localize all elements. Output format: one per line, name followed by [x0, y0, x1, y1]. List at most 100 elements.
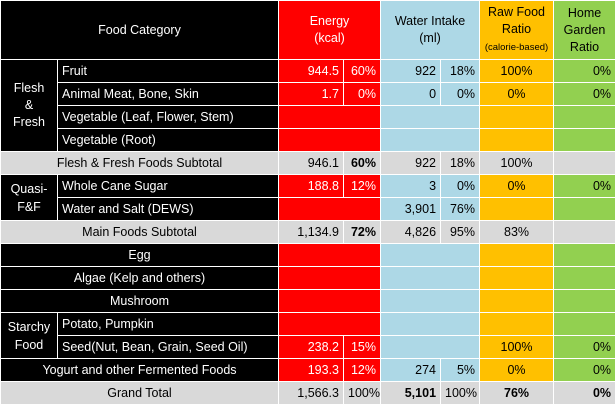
grand-total-label: Grand Total [0, 381, 279, 405]
raw-ratio [479, 289, 555, 313]
energy-value: 1,134.9 [278, 220, 344, 244]
table-row: Mushroom [0, 289, 615, 313]
home-ratio [553, 220, 615, 244]
water-value: 274 [380, 358, 442, 382]
energy-percent: 12% [342, 358, 382, 382]
energy-percent: 12% [342, 174, 382, 198]
water-value: 3,901 [380, 197, 442, 221]
row-label: Whole Cane Sugar [57, 174, 279, 198]
water-percent: 18% [440, 59, 481, 83]
home-ratio [553, 266, 615, 290]
raw-ratio [479, 197, 555, 221]
food-category-header: Food Category [0, 0, 279, 60]
energy-cell [277, 128, 382, 152]
raw-ratio: 100% [479, 151, 555, 175]
energy-value: 944.5 [278, 59, 344, 83]
energy-percent: 72% [342, 220, 382, 244]
raw-ratio: 100% [479, 59, 555, 83]
table-row: Seed(Nut, Bean, Grain, Seed Oil) 238.2 1… [1, 335, 615, 359]
water-cell [380, 312, 481, 336]
water-value: 5,101 [380, 381, 442, 405]
table-row: Vegetable (Root) [1, 128, 615, 152]
table-row: Animal Meat, Bone, Skin 1.7 0% 0 0% 0% 0… [1, 82, 615, 106]
energy-percent: 60% [342, 59, 382, 83]
energy-value: 188.8 [278, 174, 344, 198]
raw-ratio: 0% [479, 174, 555, 198]
raw-ratio [479, 128, 555, 152]
home-ratio [553, 151, 615, 175]
home-ratio [553, 312, 615, 336]
grand-total-row: Grand Total 1,566.3 100% 5,101 100% 76% … [0, 381, 615, 405]
water-cell [380, 128, 481, 152]
table-row: Yogurt and other Fermented Foods 193.3 1… [0, 358, 615, 382]
water-percent: 95% [440, 220, 481, 244]
water-value: 0 [380, 82, 442, 106]
energy-percent: 15% [342, 335, 382, 359]
water-cell [380, 243, 481, 267]
raw-ratio: 0% [479, 358, 555, 382]
table-row: Flesh & Fresh Fruit 944.5 60% 922 18% 100%… [0, 59, 615, 152]
row-label: Yogurt and other Fermented Foods [0, 358, 279, 382]
subtotal-row: Flesh & Fresh Foods Subtotal 946.1 60% 9… [0, 151, 615, 175]
raw-ratio: 83% [479, 220, 555, 244]
water-percent: 0% [440, 174, 481, 198]
energy-percent: 60% [342, 151, 382, 175]
raw-ratio: 76% [479, 381, 555, 405]
water-value: 922 [380, 151, 442, 175]
energy-cell [277, 289, 382, 313]
energy-header: Energy (kcal) [277, 0, 382, 60]
water-intake-header: Water Intake (ml) [380, 0, 481, 60]
home-ratio: 0% [553, 174, 615, 198]
energy-percent: 100% [342, 381, 382, 405]
home-ratio: 0% [553, 381, 615, 405]
table-row: Water and Salt (DEWS) 3,901 76% [1, 197, 615, 221]
energy-cell [277, 312, 382, 336]
home-garden-ratio-header: Home Garden Ratio [553, 0, 615, 60]
raw-ratio [479, 243, 555, 267]
energy-value: 193.3 [278, 358, 344, 382]
group-label-flesh-fresh: Flesh & Fresh [0, 59, 58, 152]
table-row: Egg [0, 243, 615, 267]
raw-ratio: 0% [479, 82, 555, 106]
row-label: Egg [0, 243, 279, 267]
raw-ratio: 100% [479, 335, 555, 359]
home-ratio [553, 105, 615, 129]
energy-value: 1,566.3 [278, 381, 344, 405]
raw-ratio [479, 266, 555, 290]
home-ratio: 0% [553, 358, 615, 382]
water-percent: 0% [440, 82, 481, 106]
energy-cell [277, 197, 382, 221]
home-ratio: 0% [553, 82, 615, 106]
table-row: Quasi- F&F Whole Cane Sugar 188.8 12% 3 0… [0, 174, 615, 221]
header-row: Food Category Energy (kcal) Water Intake(… [0, 0, 615, 60]
raw-food-ratio-header: Raw Food Ratio (calorie-based) [479, 0, 555, 60]
table-row: Vegetable (Leaf, Flower, Stem) [1, 105, 615, 129]
energy-value: 946.1 [278, 151, 344, 175]
water-cell [380, 335, 481, 359]
home-ratio [553, 243, 615, 267]
group-label-starchy: Starchy Food [0, 312, 58, 359]
water-value: 3 [380, 174, 442, 198]
water-percent: 100% [440, 381, 481, 405]
water-percent: 76% [440, 197, 481, 221]
water-cell [380, 289, 481, 313]
subtotal-label: Flesh & Fresh Foods Subtotal [0, 151, 279, 175]
row-label: Algae (Kelp and others) [0, 266, 279, 290]
row-label: Water and Salt (DEWS) [57, 197, 279, 221]
home-ratio: 0% [553, 335, 615, 359]
raw-ratio [479, 312, 555, 336]
row-label: Mushroom [0, 289, 279, 313]
row-label: Animal Meat, Bone, Skin [57, 82, 279, 106]
energy-percent: 0% [342, 82, 382, 106]
water-cell [380, 266, 481, 290]
water-cell [380, 105, 481, 129]
subtotal-label: Main Foods Subtotal [0, 220, 279, 244]
energy-cell [277, 266, 382, 290]
row-label: Seed(Nut, Bean, Grain, Seed Oil) [57, 335, 279, 359]
home-ratio [553, 128, 615, 152]
table-row: Starchy Food Potato, Pumpkin [0, 312, 615, 359]
water-percent: 5% [440, 358, 481, 382]
row-label: Potato, Pumpkin [57, 312, 279, 336]
raw-ratio [479, 105, 555, 129]
